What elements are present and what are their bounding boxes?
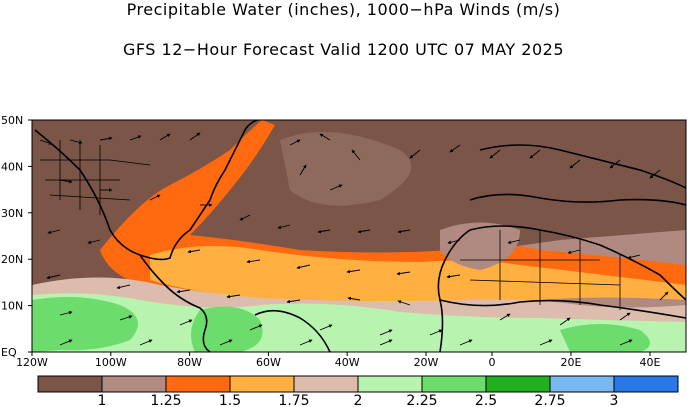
lon-label: 120W bbox=[16, 356, 48, 369]
legend-label: 1.25 bbox=[150, 393, 181, 407]
lon-label: 40W bbox=[335, 356, 360, 369]
legend-swatch bbox=[613, 375, 679, 393]
pw-swirl-region bbox=[280, 132, 412, 206]
legend-swatch bbox=[357, 375, 423, 393]
legend-swatch bbox=[421, 375, 487, 393]
lon-label: 40E bbox=[640, 356, 661, 369]
coastlines bbox=[34, 120, 686, 352]
legend-label: 3 bbox=[610, 393, 619, 407]
legend-swatch bbox=[37, 375, 103, 393]
lat-label: 30N bbox=[1, 207, 23, 220]
lon-label: 80W bbox=[177, 356, 202, 369]
legend-swatch bbox=[101, 375, 167, 393]
legend-swatch bbox=[165, 375, 231, 393]
legend-swatch bbox=[485, 375, 551, 393]
pw-band-250-west bbox=[32, 296, 138, 352]
legend-label: 2.75 bbox=[534, 393, 565, 407]
lat-label: 10N bbox=[1, 300, 23, 313]
lon-label: 20E bbox=[561, 356, 582, 369]
lat-label: 50N bbox=[1, 114, 23, 127]
pw-band-250-central bbox=[191, 306, 263, 352]
pw-band-250-east bbox=[560, 324, 650, 352]
map-plot-area bbox=[32, 120, 686, 352]
lat-label: EQ bbox=[1, 346, 17, 359]
political-borders bbox=[40, 140, 621, 310]
legend-swatch bbox=[549, 375, 615, 393]
map-frame bbox=[31, 119, 687, 353]
lat-label: 20N bbox=[1, 253, 23, 266]
longitude-axis: 120W 100W 80W 60W 40W 20W 0 20E 40E bbox=[16, 352, 661, 369]
lon-label: 0 bbox=[489, 356, 496, 369]
lat-label: 40N bbox=[1, 160, 23, 173]
legend-label: 2.25 bbox=[406, 393, 437, 407]
legend-label: 2 bbox=[354, 393, 363, 407]
map-figure: 50N 40N 30N 20N 10N EQ 120W 100W 80W 60W 40W 20W 0 2… bbox=[1, 114, 687, 407]
legend-label: 1.5 bbox=[219, 393, 241, 407]
lon-label: 100W bbox=[95, 356, 127, 369]
legend-label: 1.75 bbox=[278, 393, 309, 407]
wind-arrows bbox=[39, 132, 669, 346]
latitude-axis: 50N 40N 30N 20N 10N EQ bbox=[1, 114, 32, 359]
legend-swatch bbox=[229, 375, 295, 393]
legend-label: 1 bbox=[98, 393, 107, 407]
map-title: Precipitable Water (inches), 1000−hPa Wi… bbox=[126, 0, 561, 19]
color-legend: 1 1.25 1.5 1.75 2 2.25 2.5 2.75 3 bbox=[37, 375, 679, 407]
legend-swatch bbox=[293, 375, 359, 393]
lon-label: 20W bbox=[414, 356, 439, 369]
legend-label: 2.5 bbox=[475, 393, 497, 407]
map-subtitle: GFS 12−Hour Forecast Valid 1200 UTC 07 M… bbox=[122, 40, 565, 59]
lon-label: 60W bbox=[256, 356, 281, 369]
pw-band-175 bbox=[150, 246, 686, 306]
